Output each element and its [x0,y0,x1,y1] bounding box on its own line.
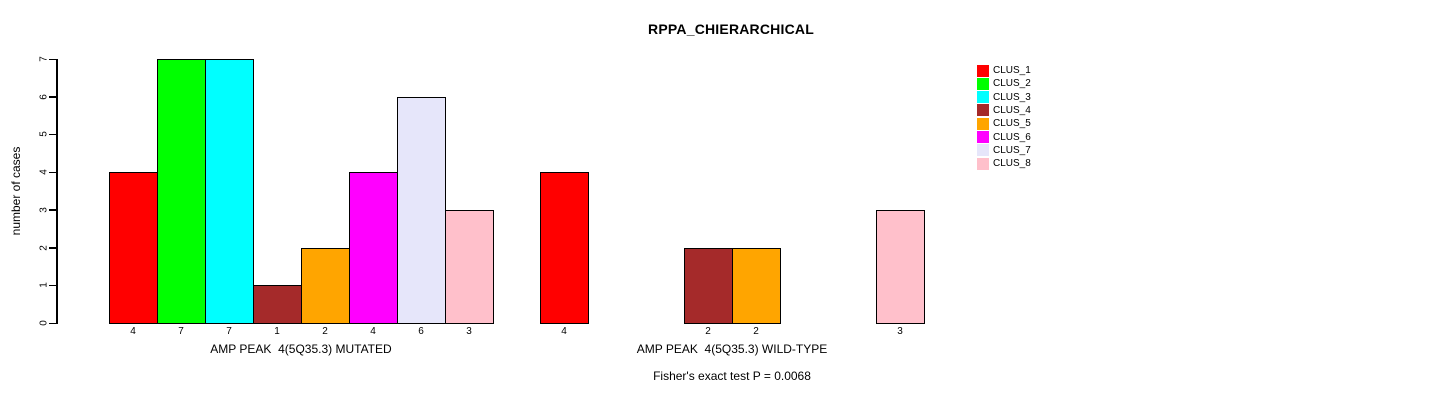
legend-swatch-icon [977,131,989,143]
legend-entry: CLUS_3 [977,91,1031,104]
bar-clus_1 [540,172,589,324]
bar-clus_1 [109,172,158,324]
bar-count-label: 2 [705,326,711,337]
y-tick-label: 7 [38,56,50,62]
legend-swatch-icon [977,144,989,157]
bar-clus_7 [397,96,446,324]
bar-clus_8 [445,209,494,324]
y-tick-label: 1 [38,282,50,289]
y-tick-mark [49,322,56,324]
bar-count-label: 2 [322,326,328,337]
legend-swatch-icon [977,157,989,170]
legend-entry: CLUS_2 [977,77,1031,90]
legend-label: CLUS_5 [993,118,1031,130]
bar-count-label: 7 [226,326,232,337]
legend-label: CLUS_4 [993,104,1031,116]
y-tick-mark [49,247,56,249]
bar-count-label: 2 [753,326,759,337]
bar-count-label: 6 [418,326,424,337]
chart-title: RPPA_CHIERARCHICAL [648,21,814,37]
group-x-axis-label: AMP PEAK 4(5Q35.3) WILD-TYPE [636,342,828,356]
legend-swatch-icon [977,91,989,104]
bar-count-label: 7 [178,326,184,337]
legend-label: CLUS_2 [993,78,1031,90]
bar-clus_8 [876,209,925,324]
y-tick-mark [49,171,56,174]
y-axis-line [56,59,58,324]
bar-count-label: 4 [370,326,376,337]
y-tick-mark [49,96,56,98]
bar-clus_3 [205,59,254,324]
legend-label: CLUS_1 [993,65,1031,76]
legend-entry: CLUS_1 [977,64,1031,77]
legend-entry: CLUS_5 [977,117,1031,130]
y-tick-label: 0 [38,320,50,326]
y-axis-label: number of cases [9,146,23,236]
group-x-axis-label: AMP PEAK 4(5Q35.3) MUTATED [210,342,392,356]
legend-swatch-icon [977,104,989,117]
legend-entry: CLUS_7 [977,144,1031,157]
y-tick-label: 5 [38,131,50,138]
bar-clus_5 [301,247,350,324]
legend-label: CLUS_6 [993,131,1031,143]
y-tick-label: 2 [38,244,50,251]
bar-clus_5 [732,247,781,324]
bar-count-label: 4 [561,326,567,337]
legend-label: CLUS_7 [993,144,1031,156]
y-tick-label: 3 [38,207,50,213]
y-tick-mark [49,133,56,136]
legend-entry: CLUS_8 [977,157,1031,170]
y-tick-mark [49,209,56,211]
legend-entry: CLUS_4 [977,104,1031,117]
legend-swatch-icon [977,117,989,130]
bar-count-label: 3 [897,326,903,337]
bar-count-label: 4 [130,326,136,337]
bar-clus_2 [157,59,206,324]
y-tick-label: 6 [38,93,50,100]
fisher-test-note: Fisher's exact test P = 0.0068 [653,369,811,383]
y-tick-mark [49,284,56,287]
legend-swatch-icon [977,64,989,77]
legend-swatch-icon [977,77,989,90]
bar-count-label: 1 [274,326,280,337]
bar-clus_4 [253,285,302,324]
bar-count-label: 3 [466,326,472,337]
legend-label: CLUS_3 [993,91,1031,103]
legend-entry: CLUS_6 [977,131,1031,144]
legend-label: CLUS_8 [993,158,1031,170]
y-tick-label: 4 [38,169,50,175]
y-tick-mark [49,58,56,60]
bar-clus_6 [349,172,398,324]
bar-clus_4 [684,247,733,324]
